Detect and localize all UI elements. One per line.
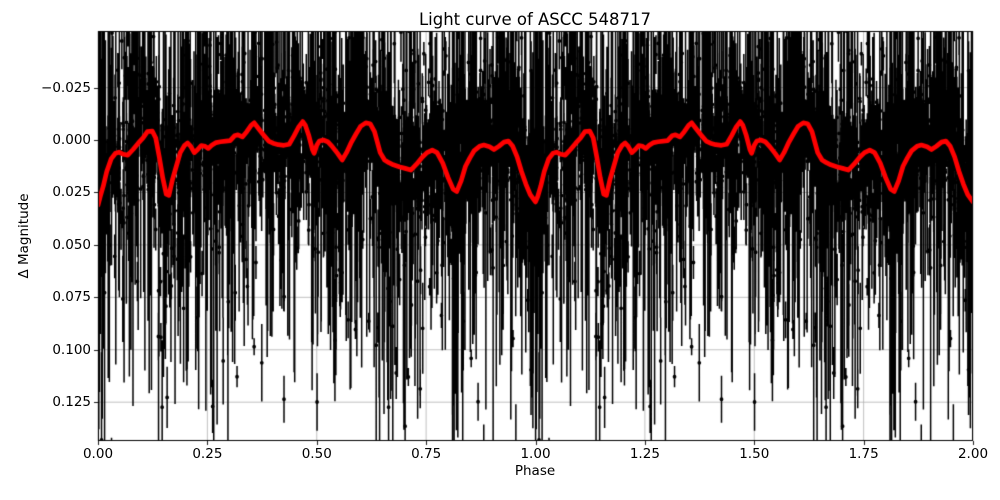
y-tick-label: 0.050 (52, 236, 91, 253)
y-axis-label: Δ Magnitude (16, 193, 32, 279)
y-tick-label: 0.125 (52, 394, 91, 411)
x-tick-label: 1.25 (629, 446, 660, 462)
chart-title: Light curve of ASCC 548717 (418, 10, 652, 29)
x-tick-label: 2.00 (957, 446, 989, 462)
y-tick-label: 0.025 (52, 184, 91, 201)
y-tick-label: −0.025 (41, 79, 91, 96)
x-tick-label: 0.25 (192, 446, 223, 462)
x-tick-label: 1.75 (848, 446, 879, 462)
x-tick-label: 0.00 (82, 446, 114, 462)
y-tick-label: 0.100 (52, 341, 91, 358)
x-tick-label: 0.75 (411, 446, 442, 462)
x-tick-label: 1.50 (739, 446, 770, 462)
x-axis-label: Phase (514, 463, 556, 479)
x-tick-label: 1.00 (520, 446, 551, 462)
y-tick-label: 0.000 (52, 132, 91, 149)
y-tick-label: 0.075 (52, 289, 91, 306)
x-tick-label: 0.50 (301, 446, 332, 462)
